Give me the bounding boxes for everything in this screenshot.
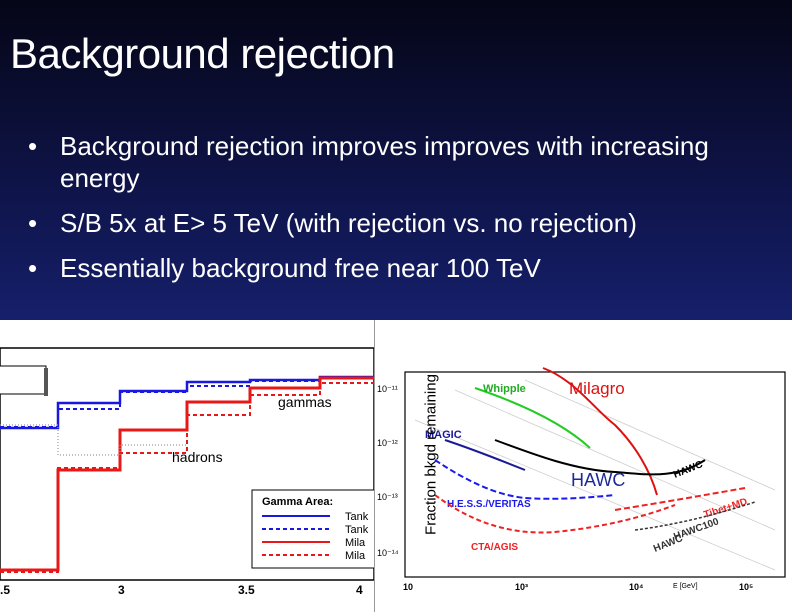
stats-box-shadow [44, 368, 48, 396]
hawc-label: HAWC [571, 470, 626, 490]
bullet-text: S/B 5x at E> 5 TeV (with rejection vs. n… [60, 208, 637, 238]
hess-curve [434, 459, 616, 500]
bullet-text: Essentially background free near 100 TeV [60, 253, 541, 283]
milagro-dashed-line [0, 382, 374, 573]
x-tick-label: 10 [403, 582, 413, 592]
legend-label: Tank [345, 524, 369, 536]
legend-label: Tank [345, 511, 369, 523]
effective-area-plot: gammas hadrons Gamma Area: Tank Tank Mil… [0, 320, 374, 612]
legend-label: Mila [345, 550, 366, 562]
reference-line [454, 389, 776, 531]
hess-label: H.E.S.S./VERITAS [447, 499, 531, 510]
hawc-lower-label: HAWC [652, 533, 684, 555]
reference-line [524, 379, 776, 491]
stats-box [0, 365, 47, 395]
x-tick-label: 10⁴ [629, 582, 643, 592]
y-tick-label: 10⁻¹³ [377, 492, 398, 502]
y-tick-label: 10⁻¹¹ [377, 384, 398, 394]
bullet-item: • S/B 5x at E> 5 TeV (with rejection vs. … [28, 207, 778, 239]
x-tick-label: 3 [118, 583, 125, 597]
magic-label: MAGIC [425, 429, 462, 441]
x-tick-label: 3.5 [238, 583, 255, 597]
milagro-curve [542, 367, 658, 496]
bullet-item: • Essentially background free near 100 Te… [28, 252, 778, 284]
sensitivity-plot: 10⁻¹¹ 10⁻¹² 10⁻¹³ 10⁻¹⁴ 10 10³ 10⁴ 10⁵ E… [374, 320, 792, 612]
x-tick-label: 4 [356, 583, 363, 597]
legend-label: Mila [345, 537, 366, 549]
bullet-list: • Background rejection improves improves … [28, 130, 778, 297]
y-tick-label: 10⁻¹² [377, 438, 398, 448]
milagro-label: Milagro [569, 379, 625, 398]
effective-area-svg: gammas hadrons Gamma Area: Tank Tank Mil… [0, 347, 374, 597]
whipple-curve [474, 387, 591, 449]
cta-label: CTA/AGIS [471, 542, 518, 553]
plot-frame [0, 347, 374, 581]
gammas-label: gammas [278, 394, 332, 410]
slide-title: Background rejection [10, 30, 395, 77]
tibet-curve [614, 487, 746, 511]
x-tick-label: .5 [0, 583, 10, 597]
x-tick-label: 10⁵ [739, 582, 753, 592]
sensitivity-svg: 10⁻¹¹ 10⁻¹² 10⁻¹³ 10⁻¹⁴ 10 10³ 10⁴ 10⁵ E… [377, 367, 786, 592]
hawc100-curve [634, 501, 756, 531]
bullet-text: Background rejection improves improves w… [60, 131, 709, 193]
x-tick-label: 10³ [515, 582, 528, 592]
hawc-curve [494, 439, 706, 476]
tibet-label: Tibet+MD [703, 496, 749, 520]
reference-line [414, 419, 776, 571]
bullet-dot: • [28, 131, 38, 161]
x-axis-label: E [GeV] [673, 583, 698, 590]
magic-curve [444, 439, 526, 471]
sensitivity-frame [404, 371, 786, 578]
cta-curve [434, 494, 676, 534]
hadron-dotted-line [0, 424, 187, 456]
bullet-dot: • [28, 253, 38, 283]
y-axis-label: Fraction bkgd remaining [422, 374, 440, 535]
y-tick-label: 10⁻¹⁴ [377, 548, 399, 558]
bullet-item: • Background rejection improves improves … [28, 130, 778, 194]
hadrons-label: hadrons [172, 449, 223, 465]
legend-title: Gamma Area: [262, 496, 333, 508]
bullet-dot: • [28, 208, 38, 238]
hawc-slanted-label: HAWC [672, 459, 704, 481]
whipple-label: Whipple [483, 383, 526, 395]
